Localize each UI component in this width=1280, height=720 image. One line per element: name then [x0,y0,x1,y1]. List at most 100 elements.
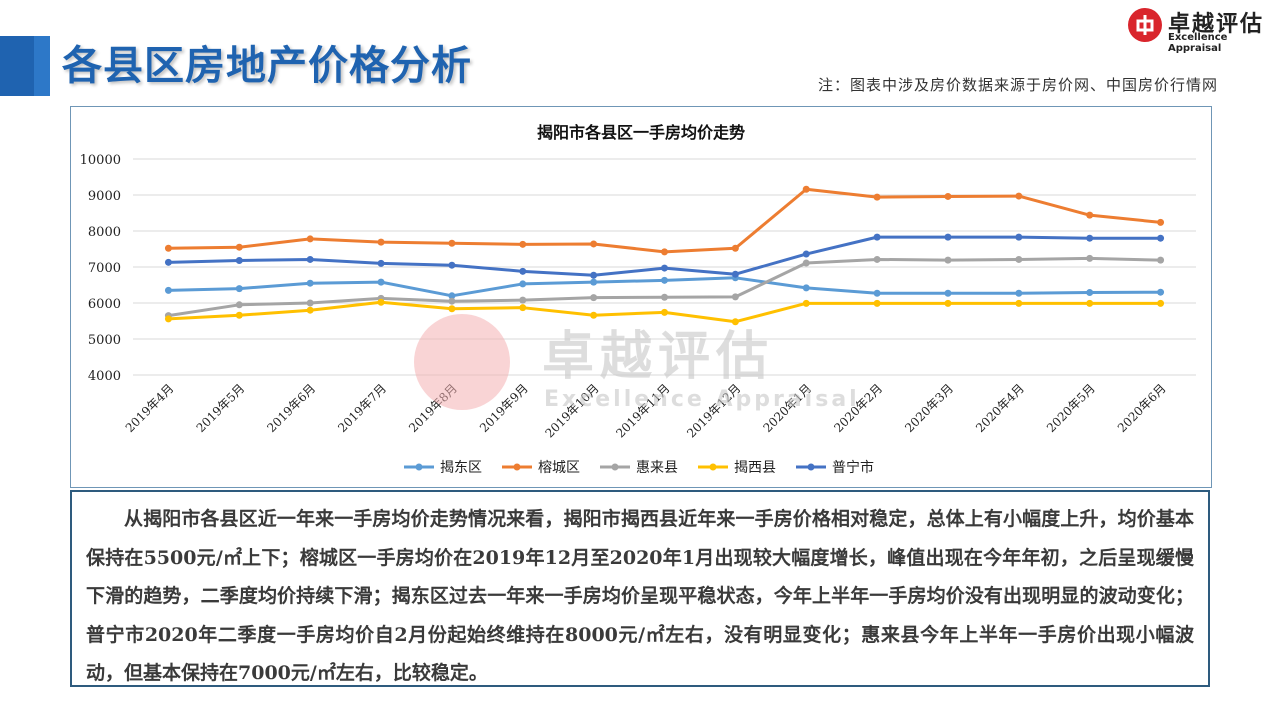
x-tick-label: 2019年8月 [406,381,460,435]
data-point [873,233,881,241]
series-line-榕城区 [168,187,1161,254]
data-point [519,267,527,275]
legend-marker [807,463,815,471]
data-point [1086,254,1094,262]
data-point [235,257,243,265]
data-point [1157,234,1165,242]
data-point [873,299,881,307]
x-tick-label: 2019年10月 [542,381,601,440]
y-tick-label: 6000 [88,297,121,312]
x-tick-label: 2019年6月 [264,381,318,435]
source-note: 注：图表中涉及房价数据来源于房价网、中国房价行情网 [817,76,1218,94]
data-point [661,248,668,256]
data-point [661,264,668,272]
data-point [802,284,810,292]
data-point [235,285,243,293]
data-point [661,293,668,301]
data-point [519,280,527,288]
data-point [519,296,527,304]
legend-marker [415,463,423,471]
x-tick-label: 2020年5月 [1044,381,1098,435]
data-point [164,315,172,323]
data-point [164,286,172,294]
data-point [590,271,598,279]
data-point [661,308,668,316]
data-point [802,259,810,267]
title-accent-bar-light [34,36,50,96]
data-point [731,293,739,301]
legend-label: 揭西县 [734,460,776,476]
data-point [873,255,881,263]
company-logo: 卓越评估 Excellence Appraisal [1128,6,1278,54]
data-point [306,255,314,263]
y-tick-label: 9000 [88,189,121,204]
data-point [448,297,456,305]
page-title: 各县区房地产价格分析 [62,43,472,89]
data-point [448,292,456,300]
x-tick-label: 2020年3月 [902,381,956,435]
data-point [1086,299,1094,307]
logo-cn-text: 卓越评估 [1168,12,1265,37]
data-point [802,250,810,258]
y-tick-label: 10000 [80,153,121,168]
data-point [590,240,598,248]
chart-title: 揭阳市各县区一手房均价走势 [536,123,745,142]
data-point [802,299,810,307]
data-point [377,259,385,267]
data-point [1157,288,1165,296]
legend-label: 揭东区 [440,460,482,476]
data-point [448,261,456,269]
data-point [1157,256,1165,264]
data-point [306,235,314,243]
data-point [519,240,527,248]
line-chart: 4000 5000 6000 7000 8000 9000 10000 2019年4月 2019… [80,153,1196,476]
data-point [306,279,314,287]
data-point [873,193,881,201]
x-tick-label: 2019年7月 [335,381,389,435]
data-point [235,301,243,309]
x-tick-label: 2020年4月 [973,381,1027,435]
legend-marker [709,463,717,471]
legend-marker [611,463,619,471]
data-point [802,185,810,193]
x-tick-label: 2019年11月 [613,381,672,440]
data-point [164,244,172,252]
data-point [944,256,952,264]
y-tick-label: 8000 [88,225,121,240]
x-tick-label: 2019年12月 [684,381,743,440]
logo-en-text: Excellence Appraisal [1168,32,1228,54]
data-point [235,311,243,319]
x-tick-label: 2019年5月 [194,381,248,435]
data-point [944,299,952,307]
legend-label: 普宁市 [832,459,874,476]
data-point [164,258,172,266]
data-point [1015,255,1023,263]
analysis-box: 从揭阳市各县区近一年来一手房均价走势情况来看，揭阳市揭西县近年来一手房价格相对稳… [70,490,1210,687]
data-point [944,233,952,241]
data-point [306,306,314,314]
legend-label: 榕城区 [538,460,580,476]
legend-label: 惠来县 [636,460,678,476]
data-point [1157,299,1165,307]
y-tick-label: 5000 [88,333,121,348]
data-point [306,299,314,307]
data-point [944,289,952,297]
y-tick-label: 7000 [88,261,121,276]
data-point [944,192,952,200]
data-point [590,294,598,302]
title-accent-bar [0,36,34,96]
data-point [1015,289,1023,297]
data-point [590,278,598,286]
data-point [1086,234,1094,242]
data-point [1015,192,1023,200]
y-tick-label: 4000 [88,369,121,384]
data-point [448,305,456,313]
data-point [873,289,881,297]
data-point [731,318,739,326]
data-point [1157,218,1165,226]
x-tick-label: 2019年9月 [477,381,531,435]
data-point [1015,299,1023,307]
x-tick-label: 2020年2月 [831,381,885,435]
data-point [661,276,668,284]
x-tick-label: 2020年1月 [760,381,814,435]
